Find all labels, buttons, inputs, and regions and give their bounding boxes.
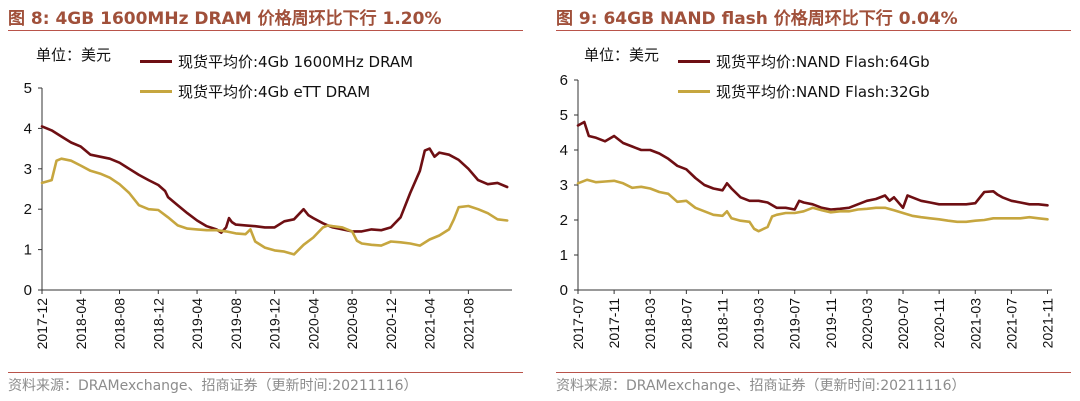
x-tick-label: 2019-04	[189, 298, 205, 350]
series-line-2	[576, 178, 1049, 233]
title-rule	[8, 30, 523, 31]
x-tick-label: 2020-03	[859, 298, 875, 350]
legend-item-ett: 现货平均价:4Gb eTT DRAM	[140, 76, 413, 106]
source-note: 资料来源：DRAMexchange、招商证券（更新时间:20211116）	[556, 378, 966, 394]
y-tick-label: 5	[24, 80, 32, 97]
x-tick-label: 2017-12	[34, 298, 50, 350]
legend-swatch	[678, 89, 710, 93]
legend-item-32gb: 现货平均价:NAND Flash:32Gb	[678, 76, 930, 106]
x-tick-label: 2019-11	[823, 298, 839, 349]
title-rule	[556, 30, 1071, 31]
x-tick-label: 2018-11	[714, 298, 730, 349]
y-tick-label: 3	[24, 161, 32, 178]
chart-panel-dram: 图 8: 4GB 1600MHz DRAM 价格周环比下行 1.20% 单位：美…	[0, 0, 530, 401]
x-tick-label: 2019-07	[787, 298, 803, 350]
x-tick-label: 2020-04	[305, 298, 321, 350]
chart-title: 图 9: 64GB NAND flash 价格周环比下行 0.04%	[556, 9, 958, 29]
y-tick-label: 4	[560, 142, 568, 159]
y-tick-label: 0	[24, 282, 32, 299]
legend: 现货平均价:4Gb 1600MHz DRAM 现货平均价:4Gb eTT DRA…	[140, 46, 413, 106]
x-tick-label: 2020-07	[895, 298, 911, 350]
source-rule	[8, 372, 523, 373]
legend-item-1600mhz: 现货平均价:4Gb 1600MHz DRAM	[140, 46, 413, 76]
y-tick-label: 1	[560, 247, 568, 264]
y-tick-label: 5	[560, 107, 568, 124]
line-chart-dram: 0 1 2 3 4 5 2017-12 2018-04 2018-08 2018-12 2019-0…	[24, 80, 512, 350]
y-tick-label: 3	[560, 177, 568, 194]
x-tick-label: 2017-07	[570, 298, 586, 350]
legend-label: 现货平均价:4Gb eTT DRAM	[178, 82, 371, 101]
x-tick-label: 2019-08	[228, 298, 244, 350]
legend-label: 现货平均价:NAND Flash:64Gb	[716, 52, 930, 71]
series-line-1	[576, 120, 1049, 211]
legend-swatch	[140, 59, 172, 63]
x-tick-label: 2021-03	[967, 298, 983, 350]
source-note: 资料来源：DRAMexchange、招商证券（更新时间:20211116）	[8, 378, 418, 394]
y-tick-label: 1	[24, 242, 32, 259]
legend-swatch	[678, 59, 710, 63]
x-tick-label: 2017-11	[606, 298, 622, 349]
y-tick-label: 4	[24, 120, 32, 137]
x-tick-label: 2018-07	[678, 298, 694, 350]
x-tick-label: 2018-03	[642, 298, 658, 350]
legend-label: 现货平均价:NAND Flash:32Gb	[716, 82, 930, 101]
y-tick-label: 6	[560, 72, 568, 89]
x-tick-label: 2021-04	[422, 298, 438, 350]
x-tick-label: 2020-08	[344, 298, 360, 350]
legend: 现货平均价:NAND Flash:64Gb 现货平均价:NAND Flash:3…	[678, 46, 930, 106]
x-tick-label: 2021-08	[460, 298, 476, 350]
legend-label: 现货平均价:4Gb 1600MHz DRAM	[178, 52, 414, 71]
chart-title: 图 8: 4GB 1600MHz DRAM 价格周环比下行 1.20%	[8, 9, 442, 29]
unit-label: 单位：美元	[36, 46, 112, 64]
x-tick-label: 2018-08	[112, 298, 128, 350]
series-line-2	[40, 157, 509, 256]
x-tick-label: 2020-12	[383, 298, 399, 350]
y-tick-label: 2	[24, 201, 32, 218]
unit-label: 单位：美元	[584, 46, 660, 64]
chart-panel-nand: 图 9: 64GB NAND flash 价格周环比下行 0.04% 单位：美元…	[548, 0, 1078, 401]
x-tick-label: 2021-07	[1003, 298, 1019, 350]
y-tick-label: 0	[560, 282, 568, 299]
series-line-1	[40, 125, 509, 234]
legend-swatch	[140, 89, 172, 93]
y-tick-label: 2	[560, 212, 568, 229]
x-tick-label: 2018-12	[150, 298, 166, 350]
line-chart-nand: 0 1 2 3 4 5 6 2017-07 2017-11 2018-03 2018-07 2018-…	[560, 72, 1056, 350]
legend-item-64gb: 现货平均价:NAND Flash:64Gb	[678, 46, 930, 76]
x-tick-label: 2019-12	[267, 298, 283, 350]
x-tick-label: 2020-11	[931, 298, 947, 349]
x-tick-label: 2018-04	[73, 298, 89, 350]
x-tick-label: 2021-11	[1039, 298, 1055, 349]
source-rule	[556, 372, 1071, 373]
x-tick-label: 2019-03	[751, 298, 767, 350]
